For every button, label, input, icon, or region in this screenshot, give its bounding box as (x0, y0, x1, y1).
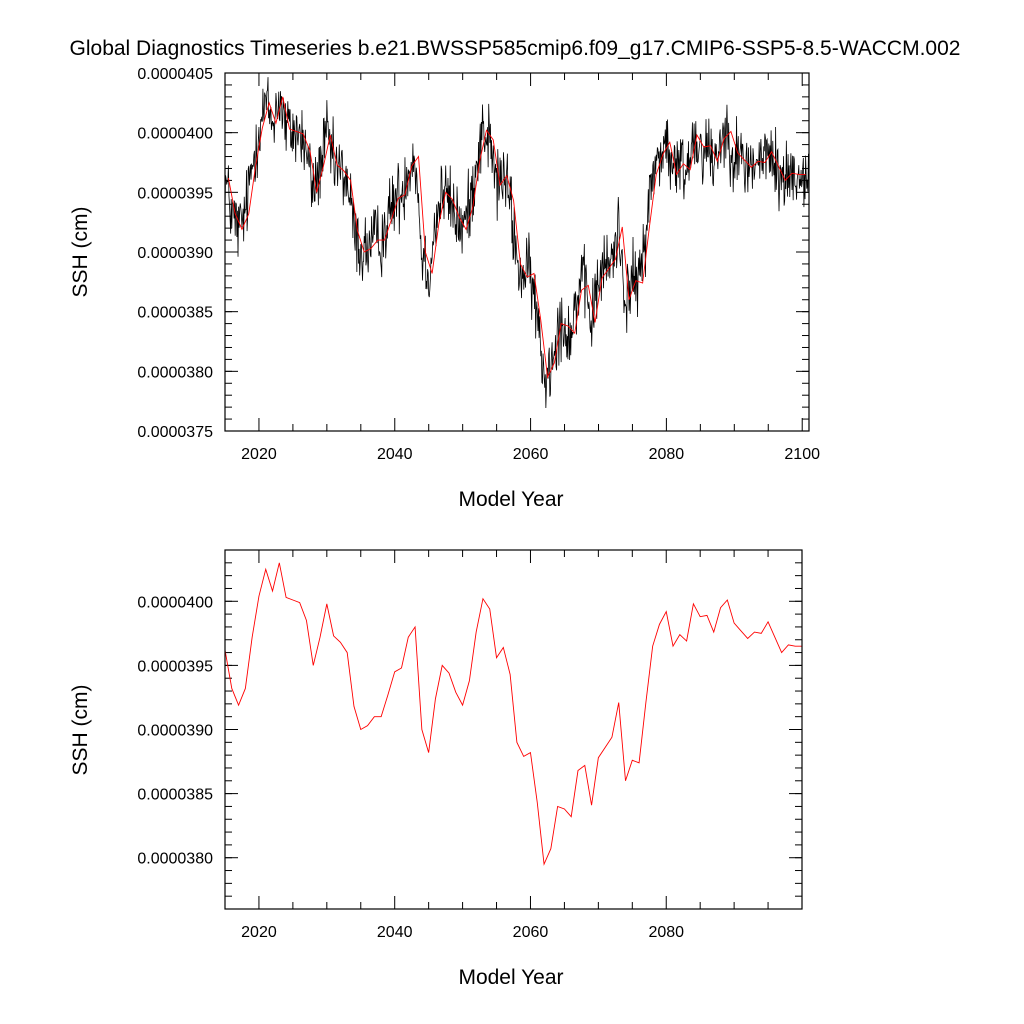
top-y-tick-label: 0.0000375 (137, 424, 213, 441)
bottom-x-tick-label: 2080 (648, 924, 684, 941)
top-y-axis-label: SSH (cm) (69, 207, 92, 298)
top-x-tick-label: 2100 (784, 446, 820, 463)
top-y-tick-label: 0.0000395 (137, 185, 213, 202)
bottom-y-tick-labels: 0.0000380 0.0000385 0.0000390 0.0000395 0.00… (137, 594, 213, 867)
top-monthly-series-line (224, 77, 809, 409)
bottom-plot-frame (224, 549, 803, 910)
top-x-tick-label: 2020 (241, 446, 277, 463)
top-annual-series-line (227, 96, 806, 379)
top-y-tick-label: 0.0000400 (137, 126, 213, 143)
top-tick-marks (224, 72, 809, 432)
top-y-tick-label: 0.0000385 (137, 305, 213, 322)
top-y-tick-label: 0.0000380 (137, 364, 213, 381)
bottom-annual-series-line (224, 562, 802, 866)
bottom-x-tick-labels: 2020 2040 2060 2080 (241, 924, 684, 941)
chart-title: Global Diagnostics Timeseries b.e21.BWSS… (70, 37, 961, 60)
top-y-tick-label: 0.0000390 (137, 245, 213, 262)
bottom-panel: 0.0000380 0.0000385 0.0000390 0.0000395 0.00… (69, 549, 803, 989)
top-y-tick-label: 0.0000405 (137, 66, 213, 83)
top-x-tick-label: 2060 (513, 446, 549, 463)
top-x-tick-label: 2080 (649, 446, 685, 463)
top-plot-frame (224, 72, 810, 432)
bottom-y-tick-label: 0.0000400 (137, 594, 213, 611)
top-x-tick-label: 2040 (377, 446, 413, 463)
top-x-tick-labels: 2020 2040 2060 2080 2100 (241, 446, 820, 463)
bottom-y-tick-label: 0.0000395 (137, 658, 213, 675)
top-panel: 0.0000375 0.0000380 0.0000385 0.0000390 0.00… (69, 66, 820, 511)
bottom-x-tick-label: 2060 (513, 924, 549, 941)
top-y-tick-labels: 0.0000375 0.0000380 0.0000385 0.0000390 0.00… (137, 66, 213, 441)
bottom-tick-marks (224, 549, 802, 910)
bottom-x-tick-label: 2020 (241, 924, 277, 941)
top-x-axis-label: Model Year (458, 488, 563, 511)
bottom-x-axis-label: Model Year (458, 966, 563, 989)
bottom-y-tick-label: 0.0000380 (137, 851, 213, 868)
bottom-y-tick-label: 0.0000385 (137, 787, 213, 804)
bottom-x-tick-label: 2040 (377, 924, 413, 941)
bottom-y-axis-label: SSH (cm) (69, 685, 92, 776)
bottom-y-tick-label: 0.0000390 (137, 723, 213, 740)
